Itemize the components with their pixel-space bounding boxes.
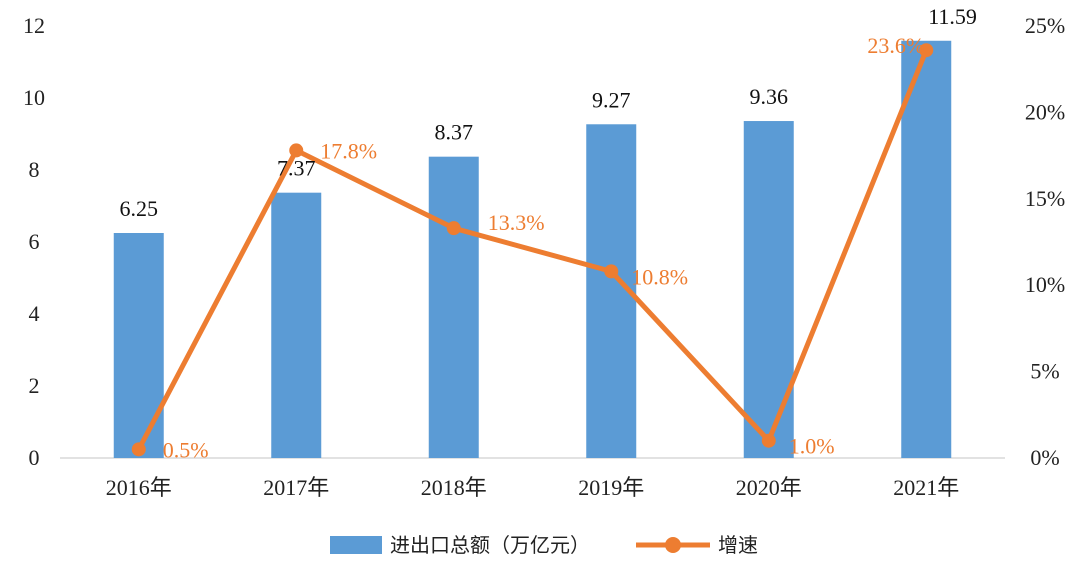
legend-line-label: 增速 [718,533,758,557]
bar-data-label: 11.59 [928,4,977,29]
left-axis: 0 2 4 6 8 10 12 [23,13,45,470]
right-axis-tick-label: 10% [1025,272,1065,297]
line-layer [131,43,934,457]
bar [428,156,479,458]
bar [901,40,952,458]
growth-data-label: 0.5% [163,437,209,462]
right-axis-tick-label: 25% [1025,13,1065,38]
bar [271,192,322,458]
x-axis-tick-label: 2017年 [263,475,329,500]
growth-data-label: 10.8% [631,264,688,289]
left-axis-tick-label: 12 [23,13,45,38]
bar-data-label: 8.37 [435,120,474,145]
growth-data-label: 23.6% [867,33,924,58]
left-axis-tick-label: 6 [29,229,40,254]
legend-line-marker [665,537,681,553]
left-axis-tick-label: 10 [23,85,45,110]
right-axis-tick-label: 20% [1025,99,1065,124]
growth-point [446,221,461,236]
right-axis-tick-label: 0% [1030,445,1059,470]
x-axis-tick-label: 2021年 [893,475,959,500]
labels-layer: 6.25 7.37 8.37 9.27 9.36 11.59 0.5% 17.8% 13.3% 1… [120,4,977,463]
x-axis: 2016年 2017年 2018年 2019年 2020年 2021年 [106,475,960,500]
x-axis-tick-label: 2016年 [106,475,172,500]
growth-point [761,433,776,448]
left-axis-tick-label: 2 [29,373,40,398]
bar-data-label: 6.25 [120,196,159,221]
bar [743,121,794,458]
right-axis-tick-label: 15% [1025,186,1065,211]
legend: 进出口总额（万亿元） 增速 [330,533,758,557]
right-axis-tick-label: 5% [1030,359,1059,384]
growth-data-label: 13.3% [488,210,545,235]
bar-data-label: 7.37 [277,156,316,181]
left-axis-tick-label: 0 [29,445,40,470]
bar-data-label: 9.27 [592,87,631,112]
growth-point [289,143,304,158]
growth-data-label: 17.8% [320,138,377,163]
growth-point [131,442,146,457]
growth-point [604,264,619,279]
bar [113,233,164,458]
growth-data-label: 1.0% [789,434,835,459]
x-axis-tick-label: 2019年 [578,475,644,500]
right-axis: 0% 5% 10% 15% 20% 25% [1025,13,1065,470]
growth-line [136,47,929,452]
x-axis-tick-label: 2018年 [421,475,487,500]
growth-point [919,43,934,58]
bar-data-label: 9.36 [750,84,789,109]
legend-bar-label: 进出口总额（万亿元） [390,533,590,557]
legend-bar-swatch [330,536,382,554]
x-axis-tick-label: 2020年 [736,475,802,500]
left-axis-tick-label: 4 [29,301,40,326]
left-axis-tick-label: 8 [29,157,40,182]
